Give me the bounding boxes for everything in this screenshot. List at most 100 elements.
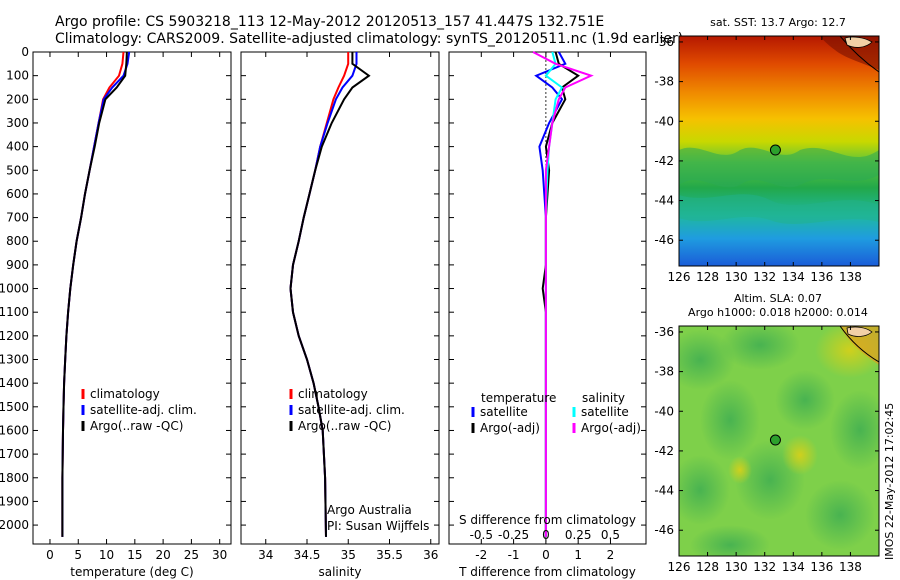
salinity-panel: 34 34.5 35 35.5 36 salinity climatology satelli… <box>240 51 440 579</box>
y-tick-label: 1600 <box>0 423 29 437</box>
x-tick-label: 15 <box>127 548 142 562</box>
timestamp-label: IMOS 22-May-2012 17:02:45 <box>883 403 896 560</box>
y-tick-label: 1300 <box>0 353 29 367</box>
legend-label: Argo(-adj) <box>581 421 641 435</box>
y-tick-label: 1700 <box>0 447 29 461</box>
argo-position-marker <box>769 434 781 446</box>
y-tick-label: -36 <box>654 35 674 49</box>
y-tick-label: -40 <box>654 404 674 418</box>
legend-label: satellite <box>480 405 528 419</box>
y-tick-label: 500 <box>6 163 29 177</box>
y-tick-label: 1000 <box>0 282 29 296</box>
x-axis-label-2: S difference from climatology <box>459 513 636 527</box>
y-tick-label: -44 <box>654 484 674 498</box>
y-tick-label: 600 <box>6 187 29 201</box>
y-tick-label: 200 <box>6 92 29 106</box>
y-tick-label: -36 <box>654 325 674 339</box>
x-tick-label: 0 <box>46 548 54 562</box>
x-tick-label: 132 <box>753 270 776 284</box>
series-line-argo-raw-qc- <box>289 52 371 537</box>
legend-label: satellite-adj. clim. <box>298 403 405 417</box>
y-tick-label: 1800 <box>0 471 29 485</box>
x-tick-label: 128 <box>696 270 719 284</box>
x-tick-label: 34 <box>258 548 273 562</box>
x-tick-label: 130 <box>725 270 748 284</box>
x-tick-label-2: 0 <box>542 528 550 542</box>
x-tick-label: -1 <box>508 548 520 562</box>
x-tick-label: 136 <box>810 270 833 284</box>
series-line-argo-raw-qc- <box>61 51 128 537</box>
x-tick-label: 126 <box>668 270 691 284</box>
x-tick-label-2: -0.5 <box>470 528 493 542</box>
legend-label: Argo(..raw -QC) <box>298 419 391 433</box>
y-tick-label: 800 <box>6 234 29 248</box>
sla-map-title: Altim. SLA: 0.07 <box>734 292 822 305</box>
x-tick-label-2: -0.25 <box>498 528 529 542</box>
x-tick-label: 1 <box>574 548 582 562</box>
legend-label: climatology <box>90 387 160 401</box>
legend-label: climatology <box>298 387 368 401</box>
y-tick-label: 1500 <box>0 400 29 414</box>
legend-title-temperature: temperature <box>481 391 556 405</box>
y-tick-label: -46 <box>654 233 674 247</box>
y-tick-label: 100 <box>6 69 29 83</box>
header-line-2: Climatology: CARS2009. Satellite-adjuste… <box>55 31 683 47</box>
legend-label: Argo(-adj) <box>480 421 540 435</box>
x-tick-label: 132 <box>753 560 776 574</box>
y-tick-label: -42 <box>654 444 674 458</box>
temperature-panel: 0 5 10 15 20 25 300100200300400500600700800900… <box>0 45 232 579</box>
legend-title-salinity: salinity <box>582 391 625 405</box>
y-tick-label: 0 <box>21 45 29 59</box>
x-tick-label: 34.5 <box>294 548 321 562</box>
x-tick-label: 130 <box>725 560 748 574</box>
x-tick-label: 134 <box>782 270 805 284</box>
sla-map-axes: 126 128 130 132 134 136 138 -36 -38 -40 -42 -44 -46 <box>654 325 879 574</box>
y-tick-label: 300 <box>6 116 29 130</box>
x-tick-label: 35 <box>341 548 356 562</box>
sst-map-axes: 126 128 130 132 134 136 138 -36 -38 -40 -42 -44 -46 <box>654 35 879 284</box>
x-axis-label: salinity <box>318 565 361 579</box>
y-tick-label: -38 <box>654 365 674 379</box>
x-tick-label: 128 <box>696 560 719 574</box>
y-tick-label: 400 <box>6 140 29 154</box>
x-tick-label: 2 <box>607 548 615 562</box>
plot-frame <box>240 51 440 545</box>
x-tick-label-2: 0.5 <box>601 528 620 542</box>
y-tick-label: 1100 <box>0 305 29 319</box>
sla-map-subtitle: Argo h1000: 0.018 h2000: 0.014 <box>688 306 868 319</box>
x-tick-label: 138 <box>839 560 862 574</box>
plot-frame <box>32 51 232 545</box>
y-tick-label: 1900 <box>0 494 29 508</box>
annotation-line-1: Argo Australia <box>327 503 412 517</box>
y-tick-label: -40 <box>654 114 674 128</box>
x-tick-label: -2 <box>475 548 487 562</box>
x-tick-label: 134 <box>782 560 805 574</box>
x-axis-label: temperature (deg C) <box>70 565 193 579</box>
y-tick-label: 1200 <box>0 329 29 343</box>
header-line-1: Argo profile: CS 5903218_113 12-May-2012… <box>55 14 604 30</box>
sla-heatmap <box>679 326 879 556</box>
x-tick-label: 36 <box>423 548 438 562</box>
y-tick-label: -44 <box>654 194 674 208</box>
x-tick-label: 35.5 <box>376 548 403 562</box>
x-axis-label: T difference from climatology <box>458 565 636 579</box>
x-tick-label: 5 <box>74 548 82 562</box>
y-tick-label: 2000 <box>0 518 29 532</box>
x-tick-label: 10 <box>99 548 114 562</box>
x-tick-label: 0 <box>542 548 550 562</box>
x-tick-label-2: 0.25 <box>565 528 592 542</box>
plot-frame <box>448 51 647 545</box>
legend-label: satellite <box>581 405 629 419</box>
annotation-line-2: PI: Susan Wijffels <box>327 519 429 533</box>
y-tick-label: 1400 <box>0 376 29 390</box>
x-tick-label: 20 <box>155 548 170 562</box>
sst-map-title: sat. SST: 13.7 Argo: 12.7 <box>710 16 846 29</box>
x-tick-label: 136 <box>810 560 833 574</box>
x-tick-label: 25 <box>184 548 199 562</box>
y-tick-label: -38 <box>654 75 674 89</box>
x-tick-label: 126 <box>668 560 691 574</box>
legend-label: Argo(..raw -QC) <box>90 419 183 433</box>
x-tick-label: 30 <box>212 548 227 562</box>
legend-label: satellite-adj. clim. <box>90 403 197 417</box>
